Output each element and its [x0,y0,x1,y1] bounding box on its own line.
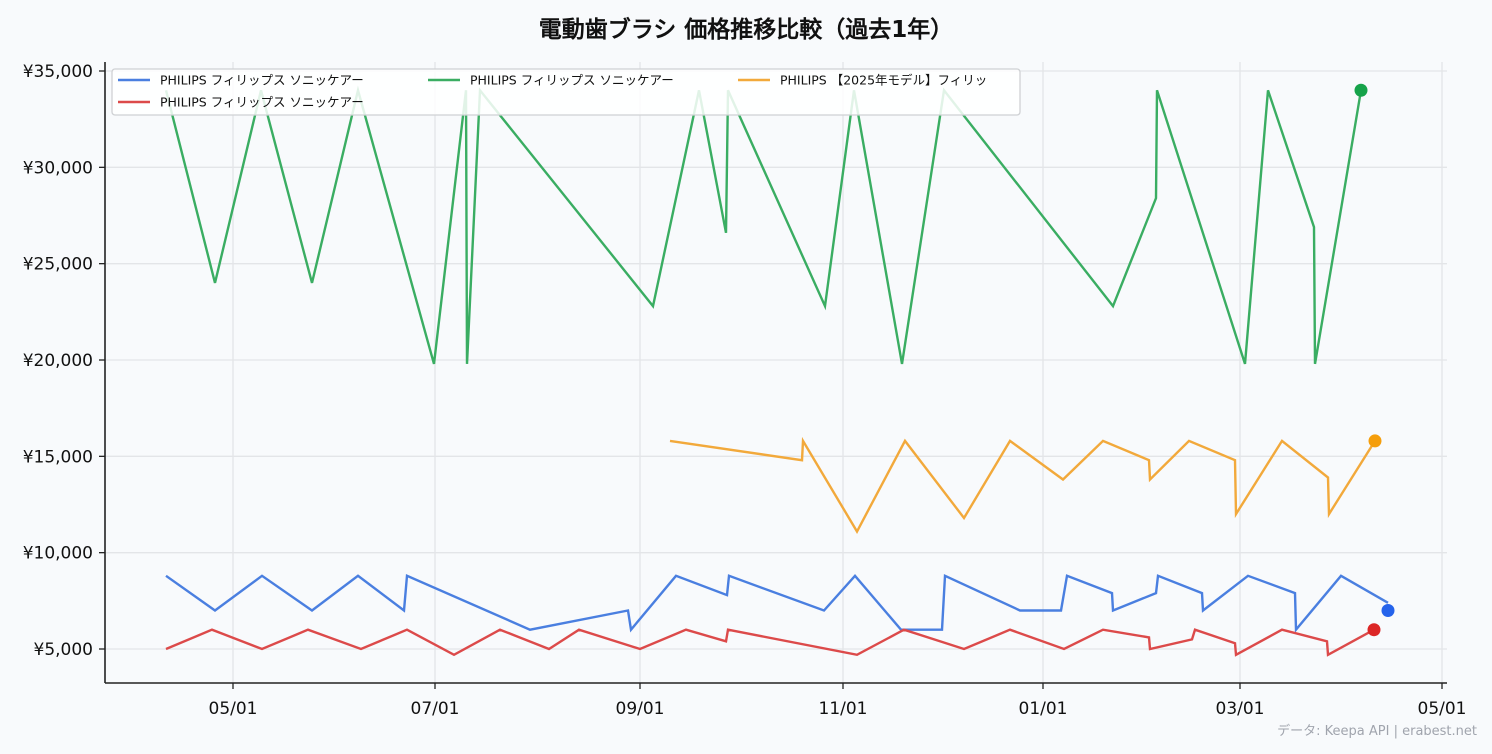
y-tick-label: ¥35,000 [23,62,93,82]
latest-price-marker [1354,83,1368,97]
x-tick-label: 05/01 [209,699,258,719]
grid-lines [105,62,1447,683]
data-credit: データ: Keepa API | erabest.net [1277,724,1477,739]
legend-label: PHILIPS フィリップス ソニッケアー [160,73,364,88]
y-tick-label: ¥10,000 [23,544,93,564]
y-tick-label: ¥15,000 [23,447,93,467]
legend-box [111,68,1021,116]
x-tick-label: 01/01 [1019,699,1068,719]
x-tick-label: 03/01 [1216,699,1265,719]
legend-label: PHILIPS フィリップス ソニッケアー [470,73,674,88]
legend-label: PHILIPS 【2025年モデル】フィリッ [780,73,987,88]
x-tick-label: 11/01 [819,699,868,719]
series-lines [164,83,1395,657]
y-tick-label: ¥30,000 [23,158,93,178]
x-tick-label: 09/01 [616,699,665,719]
x-tick-label: 05/01 [1418,699,1467,719]
series-line-1 [165,628,1375,657]
legend: PHILIPS フィリップス ソニッケアー PHILIPS フィリップス ソニッケ… [111,68,1021,116]
series-line-3 [669,436,1377,534]
latest-price-marker [1381,603,1395,617]
axes: ¥5,000 ¥10,000 ¥15,000 ¥20,000 ¥25,000 ¥30,00… [23,62,1467,719]
chart-title: 電動歯ブラシ 価格推移比較（過去1年） [538,17,954,43]
series-line-2 [164,85,1363,365]
latest-price-marker [1368,434,1382,448]
y-tick-label: ¥20,000 [23,351,93,371]
x-tick-label: 07/01 [411,699,460,719]
latest-price-marker [1367,623,1381,637]
y-tick-label: ¥25,000 [23,255,93,275]
legend-label: PHILIPS フィリップス ソニッケアー [160,95,364,110]
series-line-0 [165,573,1389,633]
y-tick-label: ¥5,000 [34,640,93,660]
